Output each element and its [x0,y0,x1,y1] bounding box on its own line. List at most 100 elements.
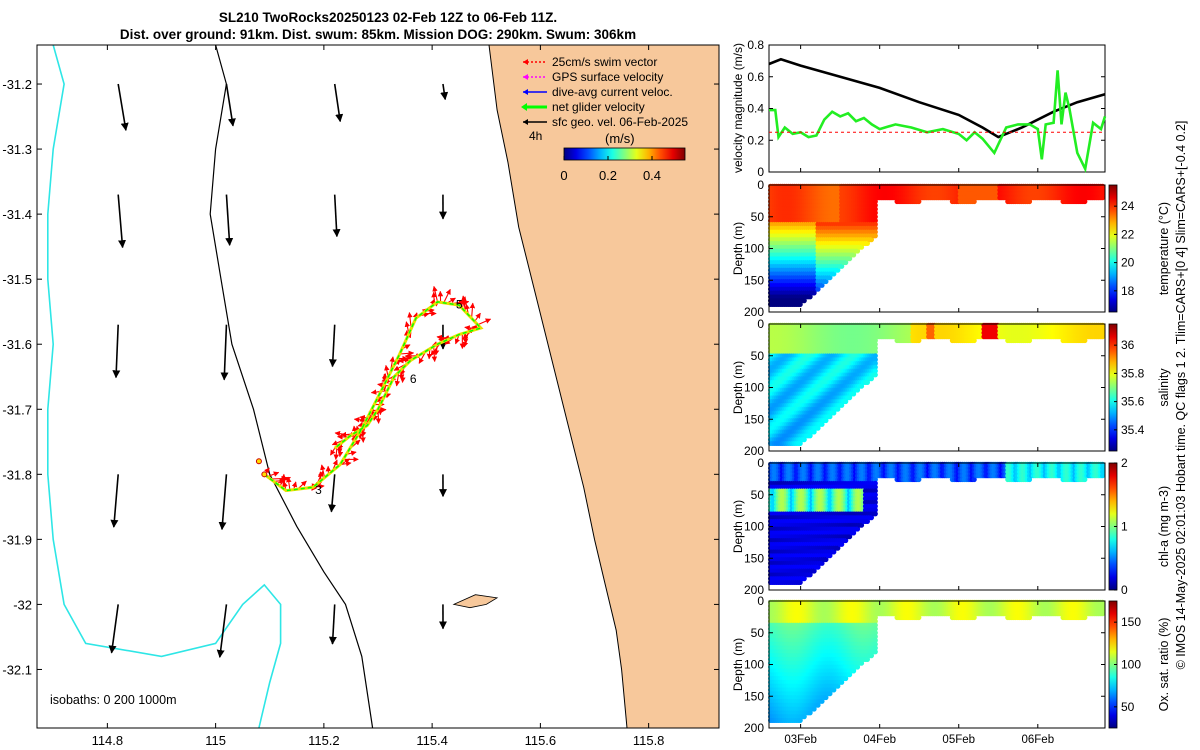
track-start-marker [255,458,262,465]
map-x-tick-label: 115.2 [308,733,340,748]
day-marker-label: 5 [456,297,463,311]
section-dot [872,233,878,239]
section-dot [872,372,878,378]
map-panel: 356 114.8 115 115.2 115.4 115.6 115.8 -31.2-3… [2,44,720,748]
legend-swim-vector: 25cm/s swim vector [552,55,657,69]
velocity-series-1 [769,70,1107,173]
legend-dive-avg-current: dive-avg current veloc. [552,85,673,99]
velocity-y-tick-label: 0.6 [747,70,764,84]
velocity-magnitude-panel: 00.20.40.60.8 velocity magnitude (m/s) [731,38,1107,179]
track-net-velocity [263,301,483,492]
isobath-1000m [47,45,282,728]
geo-vector-arrow [112,324,121,379]
swim-vector-arrow [267,471,280,478]
geo-velocity-vectors [108,83,449,658]
map-y-tick-label: -31.8 [2,467,32,482]
geo-vector-arrow [220,324,229,381]
map-colorbar-tick-label: 0.4 [643,168,661,183]
section-dot [1100,195,1106,201]
swim-vector-arrow [432,285,439,303]
section-colorbar [1108,184,1118,313]
swim-vector-arrow [286,476,292,491]
section-y-tick-label: 150 [744,273,764,287]
map-y-tick-label: -31.3 [2,142,32,157]
section-colorbar-label: salinity [1157,368,1171,407]
geo-vector-arrow [332,194,341,238]
map-y-tick-label: -31.7 [2,402,32,417]
swim-vector-arrow [330,448,336,456]
section-y-tick-label: 50 [751,349,765,363]
isobaths-label: isobaths: 0 200 1000m [50,693,176,707]
section-colorbar [1108,323,1118,452]
section-y-tick-label: 150 [744,412,764,426]
section-colorbar-tick-label: 35.6 [1121,395,1145,409]
map-y-tick-label: -31.6 [2,337,32,352]
section-colorbar-tick-label: 35.8 [1121,366,1145,380]
velocity-y-tick-label: 0.8 [747,38,764,52]
colorbar-units: (m/s) [605,131,635,146]
map-y-tick-label: -31.4 [2,207,32,222]
swim-vector-arrow [399,350,415,357]
geo-vector-arrow [218,474,228,531]
map-x-axis: 114.8 115 115.2 115.4 115.6 115.8 [92,45,665,748]
geo-vector-arrow [216,604,228,658]
map-y-tick-label: -32 [13,597,32,612]
section-y-tick-label: 100 [744,381,764,395]
geo-vector-arrow [225,83,236,127]
section-colorbar-tick-label: 22 [1121,227,1135,241]
legend-gps-surface: GPS surface velocity [552,70,663,84]
section-colorbar-label: temperature (°C) [1157,202,1171,295]
geo-vector-arrow [328,604,337,645]
section-y-tick-label: 0 [757,178,764,192]
section-dot [1100,334,1106,340]
map-x-tick-label: 115.8 [633,733,665,748]
swim-vector-arrow [333,446,339,460]
map-colorbar-tick-label: 0 [560,168,567,183]
swim-vector-arrow [280,473,287,489]
map-y-tick-label: -31.5 [2,272,32,287]
map-y-axis: -31.2 -31.3 -31.4 -31.5 -31.6 -31.7 -31.8 -31.9… [2,77,719,677]
swim-vector-arrow [320,464,326,478]
swim-vector-arrow [431,291,437,305]
section-dot [807,294,813,300]
track-start-marker [261,471,268,478]
day-marker-label: 3 [315,483,322,497]
geo-vector-arrow [328,324,337,368]
swim-vector-arrow [474,312,481,322]
velocity-y-tick-label: 0.4 [747,102,764,116]
glider-track [255,285,492,493]
section-colorbar-tick-label: 35.4 [1121,423,1145,437]
velocity-y-tick-label: 0.2 [747,133,764,147]
geo-vector-arrow [110,474,119,528]
map-colorbar-tick-label: 0.2 [599,168,617,183]
land-mass [489,45,719,728]
title-line-1: SL210 TwoRocks20250123 02-Feb 12Z to 06-… [219,10,557,25]
swim-vector-arrow [477,318,492,326]
velocity-lines [768,57,1107,173]
isobath-200m [209,45,374,728]
swim-vector-arrow [469,302,476,319]
section-y-tick-label: 100 [744,242,764,256]
geo-vector-arrow [117,194,126,249]
legend-4h: 4h [529,129,542,143]
swim-vector-arrow [334,430,351,437]
track-line [263,300,484,493]
velocity-y-tick-label: 0 [757,165,764,179]
map-frame [36,44,720,729]
map-y-tick-label: -31.9 [2,532,32,547]
legend-net-glider: net glider velocity [552,100,645,114]
geo-vector-arrow [328,474,337,513]
swim-vector-arrow [431,346,438,363]
geo-vector-arrow [225,194,234,246]
map-legend: 25cm/s swim vector GPS surface velocity … [521,55,688,183]
section-colorbar-tick-label: 36 [1121,338,1135,352]
map-x-tick-label: 114.8 [92,733,124,748]
map-x-tick-label: 115.6 [525,733,557,748]
map-x-tick-label: 115 [205,733,226,748]
velocity-y-axis: 0 0.2 0.4 0.6 0.8 [747,38,1105,179]
map-y-tick-label: -31.2 [2,77,32,92]
